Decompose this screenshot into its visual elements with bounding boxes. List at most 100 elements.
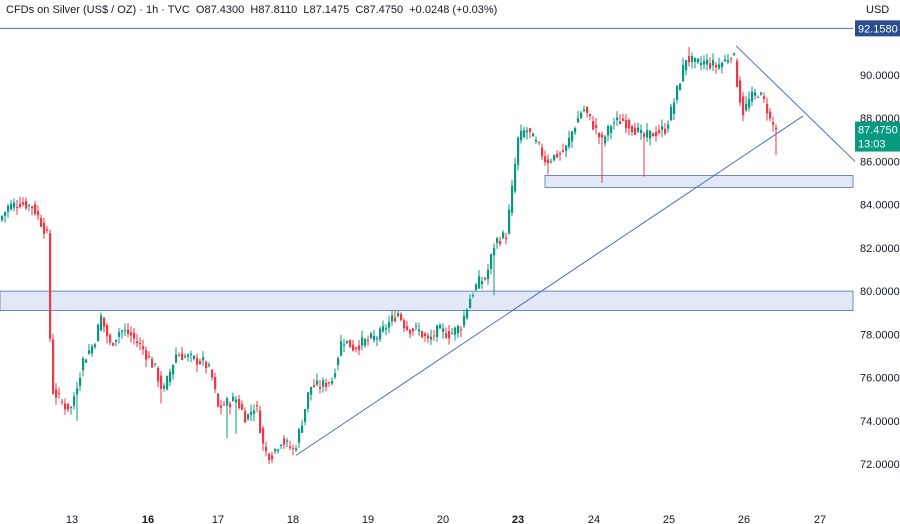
candle <box>262 425 265 451</box>
candle <box>199 358 202 366</box>
time-tick-label: 26 <box>738 514 750 524</box>
candle-body <box>598 132 601 138</box>
candle-body <box>409 329 412 334</box>
candle <box>163 383 166 392</box>
candle <box>169 368 172 386</box>
candle <box>676 85 679 104</box>
candle-body <box>322 380 325 387</box>
candle-body <box>550 161 553 163</box>
candle-body <box>256 405 259 407</box>
candle <box>253 404 256 422</box>
candle <box>751 86 754 106</box>
candle-body <box>457 326 460 334</box>
candle <box>241 400 244 411</box>
candle-body <box>388 321 391 328</box>
candle-body <box>364 338 367 346</box>
candle <box>490 253 493 275</box>
candle <box>565 144 568 158</box>
candle <box>31 205 34 216</box>
candle <box>391 310 394 326</box>
time-tick-label: 25 <box>663 514 675 524</box>
candle <box>607 124 610 142</box>
candle-body <box>649 130 652 139</box>
last-price-label: 87.4750 <box>858 125 898 137</box>
candle-body <box>76 388 79 395</box>
candle-body <box>43 222 46 234</box>
candle-body <box>10 203 13 210</box>
candle-body <box>265 447 268 452</box>
interval-label[interactable]: 1h <box>145 4 159 16</box>
candle <box>496 236 499 249</box>
candle-body <box>700 62 703 66</box>
candle-body <box>481 281 484 285</box>
candle <box>769 108 772 122</box>
candle <box>250 404 253 422</box>
candle <box>442 323 445 339</box>
candle <box>73 392 76 410</box>
candle-body <box>589 113 592 116</box>
candle <box>361 330 364 351</box>
candle-body <box>130 332 133 336</box>
candle-body <box>397 313 400 317</box>
candle-body <box>442 328 445 332</box>
candle-body <box>172 364 175 375</box>
candle-body <box>367 339 370 341</box>
candle <box>82 356 85 377</box>
candle <box>160 371 163 404</box>
candle-body <box>148 356 151 358</box>
candle <box>247 413 250 422</box>
candle <box>616 111 619 126</box>
candle <box>703 55 706 70</box>
candle-body <box>283 438 286 445</box>
chart-header: CFDs on Silver (US$ / OZ) · 1h · TVC O87… <box>6 4 498 16</box>
candle-body <box>88 350 91 354</box>
candle-body <box>745 103 748 110</box>
candle-body <box>160 375 163 390</box>
candle-body <box>25 200 28 209</box>
price-tick-label: 78.0000 <box>860 329 900 341</box>
candle <box>259 405 262 434</box>
candle <box>610 124 613 140</box>
candle-body <box>217 393 220 407</box>
candle-body <box>67 403 70 410</box>
symbol-name[interactable]: CFDs on Silver (US$ / OZ) <box>6 4 137 16</box>
candle-body <box>85 359 88 363</box>
candle-body <box>331 381 334 384</box>
candle-body <box>292 448 295 450</box>
candle <box>529 127 532 139</box>
candle-body <box>496 238 499 244</box>
candle-body <box>742 96 745 116</box>
candle <box>178 352 181 357</box>
candle-body <box>730 58 733 60</box>
candle-body <box>247 414 250 419</box>
candle-body <box>226 398 229 406</box>
candle <box>547 154 550 175</box>
candle-body <box>382 326 385 332</box>
candle <box>721 61 724 74</box>
candle <box>85 358 88 363</box>
candle-body <box>151 359 154 368</box>
candle <box>334 368 337 380</box>
candle-body <box>106 325 109 337</box>
candle <box>388 315 391 334</box>
candle <box>370 331 373 340</box>
time-axis[interactable]: 13 16 17 18 19 20 23 24 25 26 27 <box>66 514 826 524</box>
candle <box>94 342 97 350</box>
candle-body <box>82 358 85 371</box>
candle-body <box>271 455 274 460</box>
candle-body <box>373 335 376 341</box>
candle <box>139 337 142 351</box>
time-tick-label: 24 <box>588 514 600 524</box>
candle-body <box>559 153 562 155</box>
candle-body <box>259 410 262 433</box>
candle <box>145 346 148 368</box>
candle-body <box>541 147 544 157</box>
candle-body <box>97 324 100 342</box>
candle <box>523 126 526 139</box>
price-axis[interactable]: 90.000088.000086.000084.000082.000080.00… <box>860 70 900 471</box>
candle <box>487 263 490 285</box>
candle <box>715 62 718 74</box>
candle-body <box>715 64 718 68</box>
candle <box>634 122 637 135</box>
